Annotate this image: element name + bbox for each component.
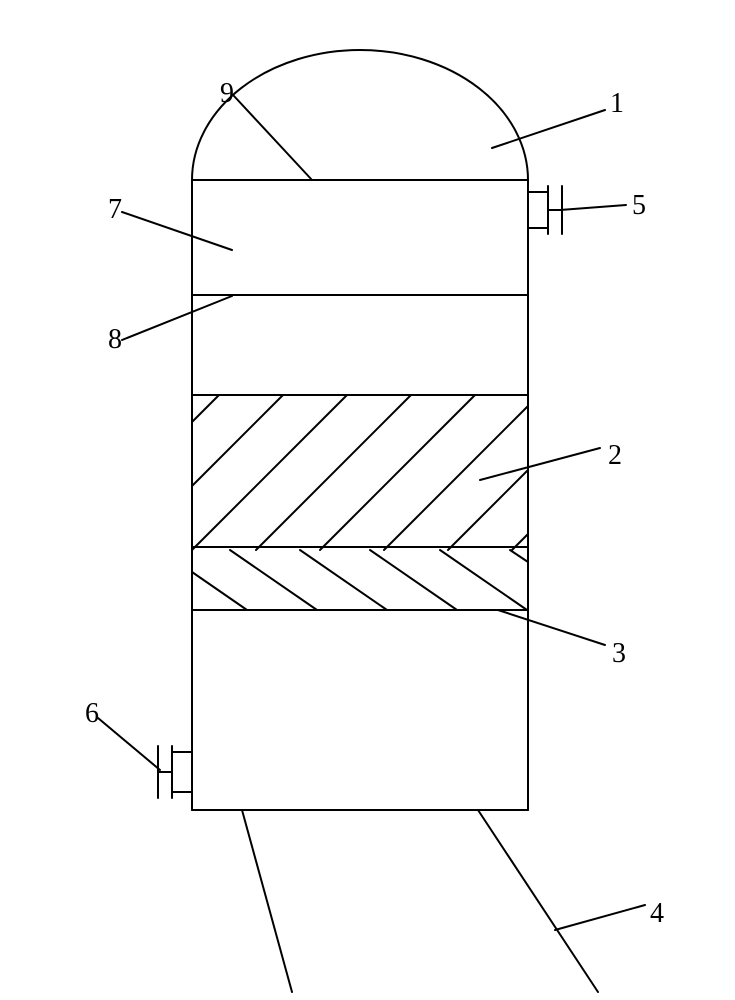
hatch-lower-2: [300, 550, 387, 610]
hatch-lower-0: [192, 572, 247, 610]
label-leader-8: [122, 296, 232, 340]
label-number-2: 2: [608, 442, 622, 470]
hatch-lower-4: [440, 550, 527, 610]
label-number-3: 3: [612, 640, 626, 668]
leg-right: [478, 810, 598, 992]
label-number-1: 1: [610, 90, 624, 118]
hatch-lower-1: [230, 550, 317, 610]
tank-dome: [192, 50, 528, 180]
hatch-upper-4: [320, 395, 475, 550]
label-number-4: 4: [650, 900, 664, 928]
label-leader-3: [498, 610, 605, 645]
hatch-upper-3: [256, 395, 411, 550]
label-leader-4: [555, 905, 645, 930]
diagram-canvas: 1 2 3 4 5 6 7 8 9: [0, 0, 735, 1000]
diagram-svg: [0, 0, 735, 1000]
label-number-9: 9: [220, 80, 234, 108]
label-leader-7: [122, 212, 232, 250]
hatch-upper-2: [192, 395, 219, 422]
hatch-upper-6: [448, 470, 528, 550]
hatch-upper-0: [192, 395, 347, 550]
label-leader-1: [492, 110, 605, 148]
leg-left: [242, 810, 292, 992]
hatch-lower-3: [370, 550, 457, 610]
hatch-lower-5: [510, 550, 528, 562]
label-leader-5: [560, 205, 626, 210]
label-leader-9: [234, 96, 312, 180]
label-number-5: 5: [632, 192, 646, 220]
label-number-7: 7: [108, 196, 122, 224]
label-leader-6: [98, 718, 160, 770]
hatch-upper-5: [384, 406, 528, 550]
label-leader-2: [480, 448, 600, 480]
label-number-6: 6: [85, 700, 99, 728]
label-number-8: 8: [108, 326, 122, 354]
